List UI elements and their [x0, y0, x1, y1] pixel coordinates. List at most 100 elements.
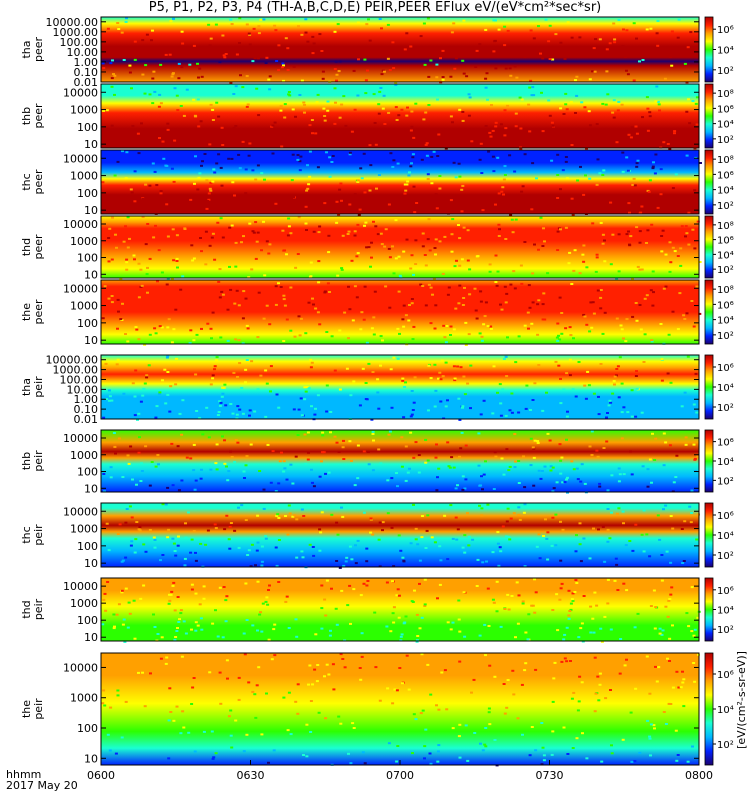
panel-probe-label: tha: [20, 378, 33, 396]
spectrogram-image: [101, 430, 699, 492]
panel-probe-label: the: [20, 700, 33, 718]
panel-the-peir: 10000 1000 100 10 the peir 10⁶ 10⁴ 10²: [20, 652, 734, 767]
panel-probe-label: thb: [20, 107, 33, 125]
y-tick-label: 1000: [70, 449, 98, 462]
colorbar-tick-label: 10⁴: [717, 606, 734, 617]
y-tick-label: 1000: [70, 235, 98, 248]
x-tick-label: 0730: [536, 769, 564, 782]
y-tick-label: 10000.00: [46, 16, 99, 29]
time-format-label: hhmm: [6, 768, 42, 781]
colorbar: [704, 502, 714, 568]
colorbar: [704, 279, 714, 345]
panel-species-label: peer: [32, 169, 45, 195]
colorbar-tick-label: 10²: [717, 476, 734, 487]
y-tick-label: 1000: [70, 597, 98, 610]
y-tick-label: 10.00: [67, 46, 99, 59]
y-tick-label: 10000.00: [46, 354, 99, 367]
colorbar-tick-label: 10²: [717, 403, 734, 414]
y-tick-label: 10000: [63, 580, 98, 593]
y-tick-label: 100: [77, 252, 98, 265]
colorbar-tick-label: 10⁸: [717, 285, 734, 296]
colorbar-tick-label: 10⁶: [717, 363, 734, 374]
panel-frame: [100, 149, 700, 215]
panel-thd-peer: 10000 1000 100 10 thd peer 10⁸ 10⁶ 10⁴ 10²: [20, 215, 734, 281]
colorbar-tick-label: 10⁴: [717, 457, 734, 468]
spectrogram-speckle: [102, 355, 699, 421]
y-tick-label: 10: [84, 482, 98, 495]
colorbar-tick-label: 10⁶: [717, 586, 734, 597]
spectrogram-image: [101, 653, 699, 765]
spectrogram-speckle: [107, 216, 702, 280]
y-tick-label: 100: [77, 466, 98, 479]
panel-probe-label: tha: [20, 40, 33, 58]
y-tick-label: 10: [84, 204, 98, 217]
spectrogram-speckle: [101, 578, 701, 643]
y-tick-label: 10: [84, 268, 98, 281]
colorbar-tick-label: 10⁴: [717, 383, 734, 394]
panel-species-label: peer: [32, 234, 45, 260]
spectrogram-speckle: [101, 150, 702, 216]
y-tick-label: 10000: [63, 86, 98, 99]
y-tick-label: 10000: [63, 152, 98, 165]
y-tick-label: 10: [84, 138, 98, 151]
y-tick-label: 100: [77, 722, 98, 735]
y-tick-label: 0.10: [74, 66, 99, 79]
spectrogram-image: [101, 17, 699, 82]
panel-species-label: peir: [32, 524, 45, 546]
colorbar-tick-label: 10⁴: [717, 186, 734, 197]
panel-species-label: peir: [32, 450, 45, 472]
spectrogram-speckle: [101, 280, 702, 346]
spectrogram-speckle: [101, 653, 700, 767]
colorbar: [704, 354, 714, 420]
x-tick-label: 0700: [386, 769, 414, 782]
y-tick-label: 0.01: [74, 413, 99, 426]
y-tick-label: 10: [84, 557, 98, 570]
colorbar: [704, 215, 714, 279]
y-tick-label: 0.01: [74, 76, 99, 89]
panel-probe-label: thd: [20, 238, 33, 256]
y-tick-label: 100: [77, 614, 98, 627]
colorbar-tick-label: 10⁴: [717, 316, 734, 327]
y-tick-label: 10000: [63, 218, 98, 231]
spectrogram-speckle: [102, 430, 700, 494]
colorbar-tick-label: 10²: [717, 201, 734, 212]
panel-species-label: peer: [32, 103, 45, 129]
colorbar-tick-label: 10²: [717, 66, 734, 77]
colorbar: [704, 149, 714, 215]
colorbar-tick-label: 10⁴: [717, 46, 734, 57]
spectrogram-image: [101, 216, 699, 278]
y-tick-label: 10000: [63, 282, 98, 295]
colorbar-tick-label: 10²: [717, 740, 734, 751]
panel-species-label: peir: [32, 376, 45, 398]
colorbar-tick-label: 10²: [717, 331, 734, 342]
panel-probe-label: the: [20, 303, 33, 321]
spectrogram-image: [101, 578, 699, 641]
panel-frame: [100, 83, 700, 149]
y-tick-label: 10.00: [67, 383, 99, 396]
colorbar-tick-label: 10⁶: [717, 170, 734, 181]
panel-probe-label: thc: [20, 173, 33, 190]
colorbar-tick-label: 10⁶: [717, 670, 734, 681]
y-tick-label: 1000: [70, 692, 98, 705]
y-tick-label: 1000: [70, 104, 98, 117]
colorbar-tick-label: 10⁶: [717, 511, 734, 522]
colorbar-tick-label: 10²: [717, 135, 734, 146]
colorbar: [704, 83, 714, 149]
panel-thb-peer: 10000 1000 100 10 thb peer 10⁸ 10⁶ 10⁴ 10²: [20, 83, 734, 151]
y-tick-label: 0.10: [74, 403, 99, 416]
panel-species-label: peer: [32, 299, 45, 325]
panel-frame: [100, 215, 700, 279]
y-tick-label: 10: [84, 631, 98, 644]
y-tick-label: 1000.00: [53, 26, 99, 39]
y-tick-label: 10000: [63, 432, 98, 445]
y-tick-label: 1.00: [74, 393, 99, 406]
x-tick-label: 0800: [685, 769, 713, 782]
colorbar: [704, 16, 714, 83]
colorbar-tick-label: 10⁴: [717, 705, 734, 716]
panel-species-label: peer: [32, 37, 45, 63]
y-tick-label: 100.00: [60, 373, 99, 386]
panel-species-label: peir: [32, 698, 45, 720]
